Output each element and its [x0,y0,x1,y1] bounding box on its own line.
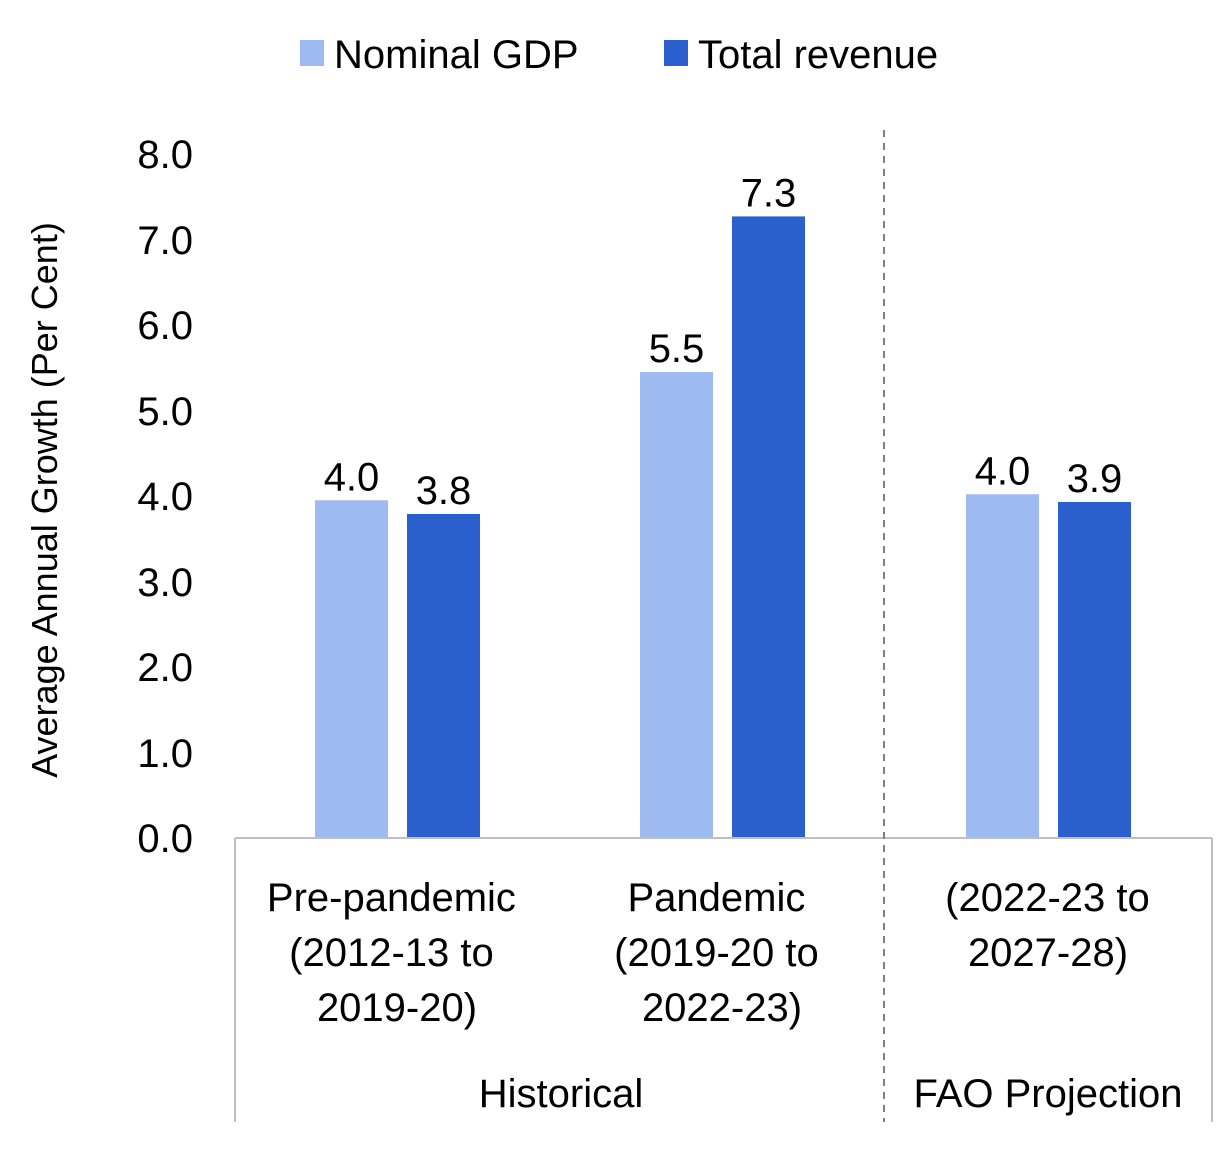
data-label: 3.8 [416,469,472,513]
group-label-fao-projection: FAO Projection [913,1072,1182,1116]
category-label-pre-pandemic: Pre-pandemic (2012-13 to 2019-20) [267,876,527,1030]
bar [732,216,805,839]
data-label: 4.0 [975,449,1031,493]
y-tick-label: 8.0 [137,133,193,177]
category-label-pandemic: Pandemic (2019-20 to 2022-23) [614,876,830,1030]
y-tick-labels: 0.0 1.0 2.0 3.0 4.0 5.0 6.0 7.0 8.0 [137,133,193,861]
group-label-historical: Historical [479,1072,643,1116]
y-tick-label: 4.0 [137,475,193,519]
y-axis-title: Average Annual Growth (Per Cent) [24,222,65,778]
legend-swatch-nominal-gdp [300,40,324,66]
group-labels: Historical FAO Projection [479,1072,1183,1116]
bar [640,372,713,838]
category-label-line: 2027-28) [968,931,1128,975]
y-tick-label: 1.0 [137,732,193,776]
data-label: 5.5 [649,327,705,371]
bar [1058,501,1131,838]
y-tick-label: 7.0 [137,219,193,263]
category-label-line: Pandemic [628,876,806,920]
category-label-line: (2019-20 to [614,931,819,975]
category-label-line: 2019-20) [317,986,477,1030]
legend-label-total-revenue: Total revenue [698,33,938,77]
y-tick-label: 0.0 [137,817,193,861]
data-label: 4.0 [324,455,380,499]
bar [966,494,1039,838]
bar [407,513,480,838]
data-label: 3.9 [1067,457,1123,501]
category-label-line: (2012-13 to [289,931,494,975]
category-labels: Pre-pandemic (2012-13 to 2019-20) Pandem… [267,876,1161,1030]
y-tick-label: 6.0 [137,304,193,348]
category-label-projection: (2022-23 to 2027-28) [945,876,1161,975]
y-tick-label: 3.0 [137,561,193,605]
legend: Nominal GDP Total revenue [300,33,938,77]
category-label-line: (2022-23 to [945,876,1150,920]
legend-swatch-total-revenue [664,40,688,66]
bars [315,216,1131,839]
legend-label-nominal-gdp: Nominal GDP [334,33,579,77]
data-label: 7.3 [741,171,797,215]
y-tick-label: 5.0 [137,390,193,434]
category-label-line: 2022-23) [642,986,802,1030]
category-label-line: Pre-pandemic [267,876,516,920]
y-tick-label: 2.0 [137,646,193,690]
axis-lines [234,130,1213,1122]
data-labels: 4.0 5.5 4.0 3.8 7.3 3.9 [324,171,1123,513]
bar [315,500,388,838]
